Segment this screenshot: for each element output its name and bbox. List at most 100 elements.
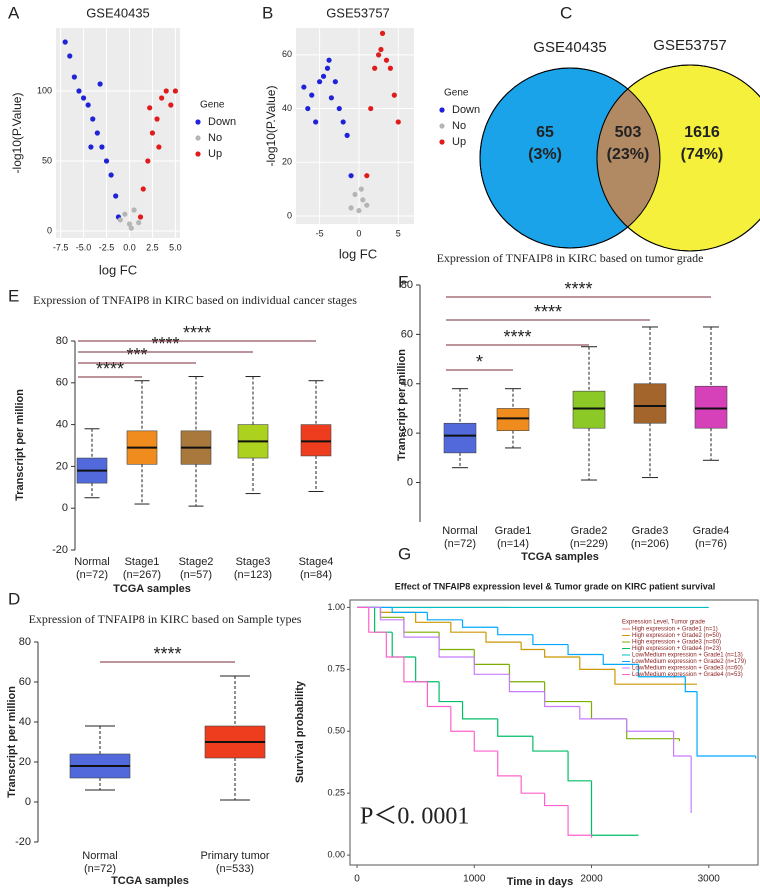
legend-marker — [439, 139, 445, 145]
y-axis-label: Transcript per million — [6, 686, 18, 798]
point — [364, 173, 370, 179]
point — [379, 30, 386, 36]
y-tick-label: 0 — [25, 796, 31, 808]
region-percent: (3%) — [528, 146, 562, 163]
significance-label: **** — [183, 323, 211, 343]
x-tick-label: Stage2 — [179, 556, 214, 568]
n-label: (n=72) — [76, 569, 108, 581]
x-tick-label: 5.0 — [169, 242, 182, 252]
point — [137, 214, 144, 220]
box — [572, 390, 606, 429]
title-box: Expression of TNFAIP8 in KIRC based on i… — [33, 293, 357, 307]
title-box: Expression of TNFAIP8 in KIRC based on S… — [29, 612, 302, 626]
point — [383, 57, 390, 63]
x-axis-label: Time in days — [507, 876, 573, 888]
y-axis-label: Transcript per million — [14, 389, 26, 501]
significance-label: *** — [126, 345, 147, 365]
point — [368, 105, 374, 112]
legend-marker — [195, 151, 201, 157]
survival-step — [602, 654, 639, 665]
point — [320, 73, 327, 79]
y-tick-label: 0 — [407, 476, 413, 488]
point — [113, 193, 119, 199]
x-tick-label: 5 — [396, 228, 401, 238]
point — [85, 102, 91, 108]
point — [103, 158, 110, 164]
panel-letter: A — [8, 3, 20, 22]
survival-step — [567, 751, 592, 782]
legend-marker — [195, 119, 201, 125]
significance-label: **** — [153, 644, 181, 664]
y-tick-label: 40 — [56, 419, 68, 431]
point — [348, 205, 354, 211]
survival-step — [497, 627, 533, 636]
box — [496, 408, 530, 431]
annotation: P＜0. 0001 — [360, 804, 469, 830]
venn-outline — [479, 67, 661, 249]
legend-marker — [439, 123, 445, 129]
survival-step — [579, 656, 615, 670]
survival-step — [544, 691, 580, 708]
point — [99, 144, 105, 150]
n-label: (n=57) — [180, 569, 212, 581]
region-count: 65 — [536, 124, 554, 141]
point — [360, 197, 366, 203]
chart-title: GSE40435 — [86, 5, 150, 20]
point — [352, 191, 358, 198]
legend-marker — [195, 135, 201, 141]
y-tick-label: 60 — [401, 328, 413, 340]
x-axis-label: TCGA samples — [521, 551, 599, 563]
n-label: (n=533) — [216, 863, 254, 875]
x-tick-label: 1000 — [463, 874, 486, 885]
survival-step — [497, 751, 522, 777]
y-axis-label: -log10(P.Value) — [264, 86, 278, 167]
point — [145, 158, 151, 164]
survival-step — [485, 632, 522, 643]
n-label: (n=84) — [300, 569, 332, 581]
point — [332, 79, 338, 85]
survival-step — [385, 632, 404, 658]
box — [633, 383, 667, 424]
point — [149, 130, 156, 136]
point — [172, 88, 179, 94]
survival-step — [544, 649, 580, 658]
y-axis-label: Transcript per million — [396, 349, 408, 461]
survival-step — [438, 681, 463, 703]
x-tick-label: 2000 — [580, 874, 603, 885]
n-label: (n=14) — [497, 538, 529, 550]
chart-title: Effect of TNFAIP8 expression level & Tum… — [395, 581, 715, 591]
point — [128, 225, 134, 231]
survival-step — [508, 674, 545, 693]
y-tick-label: 80 — [401, 279, 413, 291]
y-tick-label: -20 — [52, 544, 68, 556]
point — [159, 95, 165, 101]
plot-background — [296, 28, 414, 224]
panel-letter: F — [398, 272, 408, 291]
legend-title: Gene — [444, 88, 469, 99]
survival-step — [461, 619, 498, 628]
survival-step — [497, 718, 533, 737]
survival-step — [379, 607, 404, 621]
legend-label: Low/Medium expression + Grade4 (n=53) — [632, 672, 743, 678]
point — [108, 172, 114, 178]
y-tick-label: 50 — [42, 155, 52, 165]
point — [387, 65, 393, 71]
n-label: (n=206) — [631, 538, 669, 550]
survival-step — [391, 607, 428, 613]
survival-step — [438, 637, 475, 658]
x-axis-label: TCGA samples — [113, 583, 191, 595]
point — [326, 57, 332, 63]
survival-step — [450, 622, 486, 633]
n-label: (n=72) — [444, 538, 476, 550]
set-label: GSE40435 — [533, 39, 606, 56]
x-tick-label: Normal — [74, 556, 109, 568]
title-box: Expression of TNFAIP8 in KIRC based on t… — [437, 251, 704, 265]
panel-letter: G — [398, 544, 411, 563]
point — [324, 65, 331, 71]
survival-step — [426, 612, 463, 621]
point — [301, 84, 307, 90]
point — [336, 105, 342, 112]
survival-step — [532, 634, 569, 646]
y-tick-label: 0 — [47, 225, 52, 235]
